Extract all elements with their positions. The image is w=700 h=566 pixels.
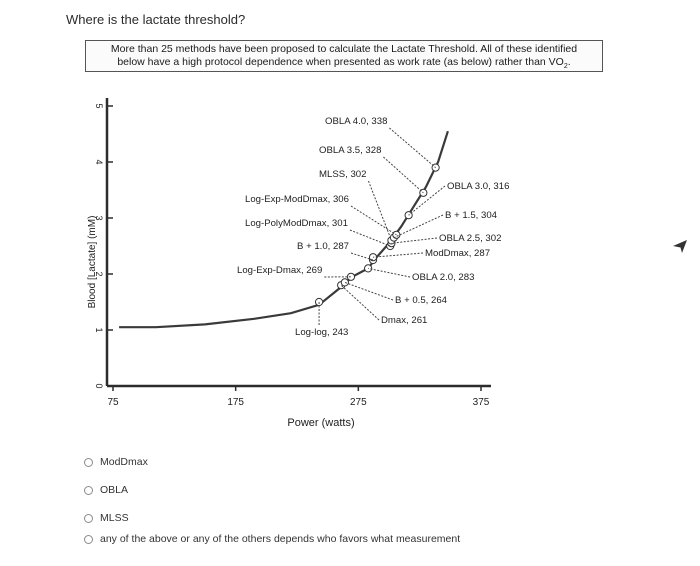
annotation-label: Dmax, 261 <box>381 315 427 326</box>
y-tick-label: 1 <box>94 327 104 332</box>
annotation-leader <box>344 281 394 301</box>
option-obla[interactable]: OBLA <box>84 484 128 496</box>
annotation-label: MLSS, 302 <box>319 169 366 180</box>
annotation-label: OBLA 2.5, 302 <box>439 233 501 244</box>
annotation-leader <box>350 205 397 236</box>
y-tick-label: 0 <box>94 383 104 388</box>
annotation-label: B + 1.5, 304 <box>445 210 498 221</box>
annotation-label: OBLA 2.0, 283 <box>412 272 474 283</box>
y-tick-label: 2 <box>94 271 104 276</box>
caption-line-2-text: below have a high protocol dependence wh… <box>117 56 564 68</box>
annotation-leader <box>349 229 391 247</box>
annotation-leader <box>389 127 436 168</box>
caption-line-2-end: . <box>567 56 571 68</box>
radio-button[interactable] <box>84 534 93 544</box>
annotation-leader <box>350 252 374 261</box>
y-tick-label: 5 <box>94 103 104 108</box>
figure-caption: More than 25 methods have been proposed … <box>85 40 603 72</box>
x-tick-label: 375 <box>473 397 490 408</box>
option-moddmax[interactable]: ModDmax <box>84 456 148 468</box>
x-axis-label: Power (watts) <box>287 417 354 429</box>
annotation-label: OBLA 4.0, 338 <box>325 116 387 127</box>
y-tick-label: 3 <box>94 215 104 220</box>
lactate-curve <box>119 130 449 329</box>
y-axis-label: Blood [Lactate] (mM) <box>87 216 98 309</box>
threshold-point <box>340 278 349 287</box>
option-label: ModDmax <box>100 456 148 468</box>
annotation-label: Log-log, 243 <box>295 327 348 338</box>
x-tick-label: 175 <box>227 397 244 408</box>
option-label: OBLA <box>100 484 129 496</box>
annotation-leader <box>368 180 392 241</box>
option-mlss[interactable]: MLSS <box>84 512 129 524</box>
lactate-plot: 0 1 2 3 4 5 75 175 275 375 Power (watts) Blood [… <box>87 98 509 429</box>
option-label: MLSS <box>100 512 129 524</box>
annotation-label: OBLA 3.5, 328 <box>319 145 381 156</box>
annotation-leader <box>391 237 438 244</box>
annotation-label: ModDmax, 287 <box>425 248 490 259</box>
annotation-leader <box>408 185 446 216</box>
option-label: any of the above or any of the others de… <box>100 533 461 545</box>
radio-button[interactable] <box>84 485 93 495</box>
caption-subscript: 2 <box>563 63 568 71</box>
question-text: Where is the lactate threshold? <box>66 12 246 27</box>
annotation-label: B + 1.0, 287 <box>297 241 349 252</box>
x-tick-label: 275 <box>350 397 367 408</box>
y-tick-label: 4 <box>94 159 104 164</box>
caption-line-1: More than 25 methods have been proposed … <box>110 43 578 55</box>
annotation-label: Log-PolyModDmax, 301 <box>245 218 348 229</box>
annotation-leader <box>373 252 424 258</box>
threshold-point <box>431 163 440 172</box>
arrow-cursor-icon <box>673 240 687 253</box>
annotation-label: OBLA 3.0, 316 <box>447 181 509 192</box>
annotation-label: Log-Exp-Dmax, 269 <box>237 265 322 276</box>
annotation-leader <box>340 284 380 321</box>
annotation-leader <box>368 267 411 278</box>
x-tick-label: 75 <box>107 397 119 408</box>
radio-button[interactable] <box>84 513 93 523</box>
annotation-label: B + 0.5, 264 <box>395 295 448 306</box>
radio-button[interactable] <box>84 457 93 467</box>
annotation-leader <box>383 156 424 194</box>
lactate-threshold-figure: 0 1 2 3 4 5 75 175 275 375 Power (watts) Blood [… <box>85 40 605 460</box>
annotation-label: Log-Exp-ModDmax, 306 <box>245 194 349 205</box>
threshold-point <box>346 272 356 281</box>
caption-line-2: below have a high protocol dependence wh… <box>92 56 596 73</box>
option-any-of-the-above[interactable]: any of the above or any of the others de… <box>84 533 460 545</box>
